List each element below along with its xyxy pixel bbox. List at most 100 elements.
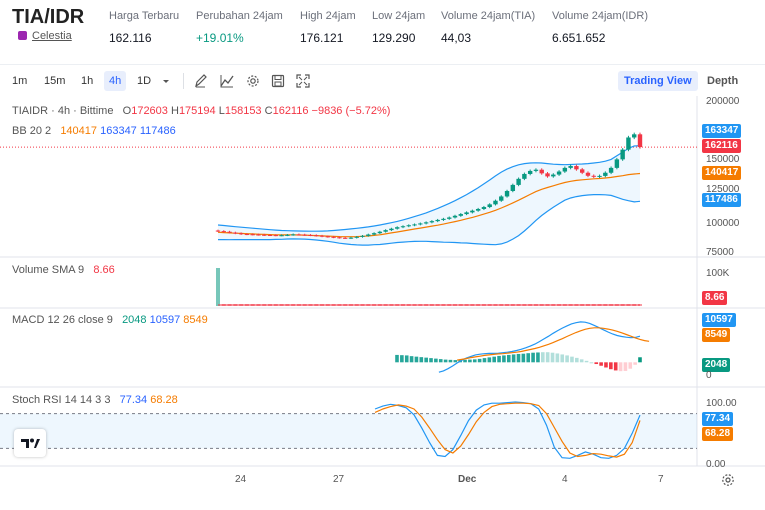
candle-body	[447, 217, 452, 219]
macd-hist-bar	[579, 359, 584, 363]
candle-body	[632, 134, 637, 138]
candle-body	[556, 171, 562, 175]
candle-body	[412, 224, 417, 226]
macd-hist-bar	[521, 353, 526, 363]
candle-body	[279, 235, 284, 237]
candle-body	[354, 236, 359, 238]
stoch-k-line	[374, 401, 641, 459]
hist-tag: 2048	[702, 358, 731, 372]
macd-hist-bar	[414, 356, 419, 363]
candle-body	[400, 226, 406, 228]
candle-body	[273, 235, 279, 237]
candle-body	[435, 219, 440, 222]
macd-hist-bar	[443, 359, 448, 363]
stat-low-24h: Low 24jam 129.290	[372, 10, 426, 45]
macd-hist-bar	[477, 358, 482, 363]
stat-volume-idr: Volume 24jam(IDR) 6.651.652	[552, 10, 648, 45]
candle-body	[591, 175, 596, 177]
celestia-logo-icon	[18, 31, 27, 40]
candle-body	[227, 231, 232, 233]
macd-hist-bar	[468, 359, 472, 363]
macd-hist-bar	[448, 359, 453, 363]
candle-body	[475, 208, 481, 211]
save-icon[interactable]	[270, 71, 286, 91]
chart-area[interactable]: TIAIDR · 4h · Bittime O172603 H175194 L1…	[0, 96, 765, 505]
macd-hist-bar	[545, 352, 550, 363]
macd-hist-bar	[638, 357, 642, 363]
price-tick: 200000	[706, 96, 740, 107]
macd-hist-bar	[409, 356, 414, 363]
symbol-legend: TIAIDR · 4h · Bittime O172603 H175194 L1…	[12, 105, 391, 117]
chart-canvas[interactable]	[0, 96, 765, 505]
macd-hist-bar	[434, 358, 438, 363]
macd-hist-bar	[604, 362, 608, 368]
candle-body	[371, 233, 377, 235]
candle-body	[510, 184, 516, 191]
macd-hist-bar	[594, 362, 599, 365]
interval-1h[interactable]: 1h	[81, 75, 94, 87]
time-tick: 7	[658, 474, 664, 485]
chevron-down-icon[interactable]	[160, 71, 172, 91]
candle-body	[377, 231, 383, 234]
stoch-d-line	[374, 402, 641, 458]
macd-hist-bar	[570, 356, 574, 363]
time-tick: 27	[333, 474, 345, 485]
macd-hist-bar	[555, 353, 560, 363]
candle-body	[308, 235, 313, 237]
signal-tag: 8549	[702, 328, 731, 342]
candle-body	[527, 170, 533, 174]
volume-pane	[216, 268, 642, 306]
macd-zero-tick: 0	[706, 370, 712, 381]
interval-4h[interactable]: 4h	[104, 71, 127, 91]
chart-settings-gear-icon[interactable]	[720, 472, 736, 488]
candle-body	[267, 235, 273, 237]
depth-tab[interactable]: Depth	[707, 75, 739, 87]
volume-tag: 8.66	[702, 291, 728, 305]
macd-hist-bar	[628, 362, 633, 369]
candle-body	[464, 212, 469, 215]
bb-lower-line	[218, 194, 641, 246]
chart-toolbar: 1m 15m 1h 4h 1D Trading View Depth	[0, 64, 765, 92]
macd-hist-bar	[424, 357, 428, 363]
interval-15m[interactable]: 15m	[44, 75, 66, 87]
pair-title: TIA/IDR	[12, 6, 85, 28]
macd-hist-bar	[419, 357, 424, 363]
bb-upper-line	[217, 145, 641, 232]
time-tick: 24	[235, 474, 247, 485]
candle-body	[458, 214, 463, 216]
interval-1d[interactable]: 1D	[137, 75, 152, 87]
candle-body	[262, 234, 267, 236]
interval-1m[interactable]: 1m	[12, 75, 28, 87]
macd-hist-bar	[438, 359, 443, 363]
macd-hist-bar	[487, 357, 492, 363]
price-tick: 100000	[706, 218, 740, 229]
coin-name-link[interactable]: Celestia	[18, 30, 72, 42]
candle-body	[574, 166, 579, 170]
stat-last-price: Harga Terbaru 162.116	[109, 10, 180, 45]
bb-lower-tag: 117486	[702, 193, 741, 207]
macd-hist-bar	[453, 360, 458, 363]
macd-hist-bar	[623, 362, 628, 371]
candle-body	[325, 236, 331, 238]
tradingview-logo-icon[interactable]	[14, 429, 46, 457]
candle-body	[603, 172, 608, 176]
macd-hist-bar	[531, 352, 535, 363]
candle-body	[366, 234, 371, 236]
macd-hist-bar	[502, 355, 506, 363]
candle-body	[597, 175, 602, 177]
indicator-icon[interactable]	[219, 71, 235, 91]
bb-legend: BB 20 2 140417 163347 117486	[12, 125, 176, 137]
gear-icon[interactable]	[245, 71, 261, 91]
volume-bar	[216, 268, 220, 306]
candle-body	[244, 234, 250, 236]
macd-hist-bar	[482, 358, 487, 363]
volume-legend: Volume SMA 9 8.66	[12, 264, 115, 276]
market-header: TIA/IDR Celestia Harga Terbaru 162.116 P…	[0, 0, 765, 56]
fullscreen-icon[interactable]	[295, 71, 311, 91]
draw-icon[interactable]	[193, 71, 209, 91]
macd-hist-bar	[618, 362, 623, 372]
macd-hist-bar	[541, 352, 545, 363]
candle-body	[406, 225, 411, 227]
candle-body	[481, 207, 487, 209]
trading-view-tab[interactable]: Trading View	[618, 71, 698, 91]
